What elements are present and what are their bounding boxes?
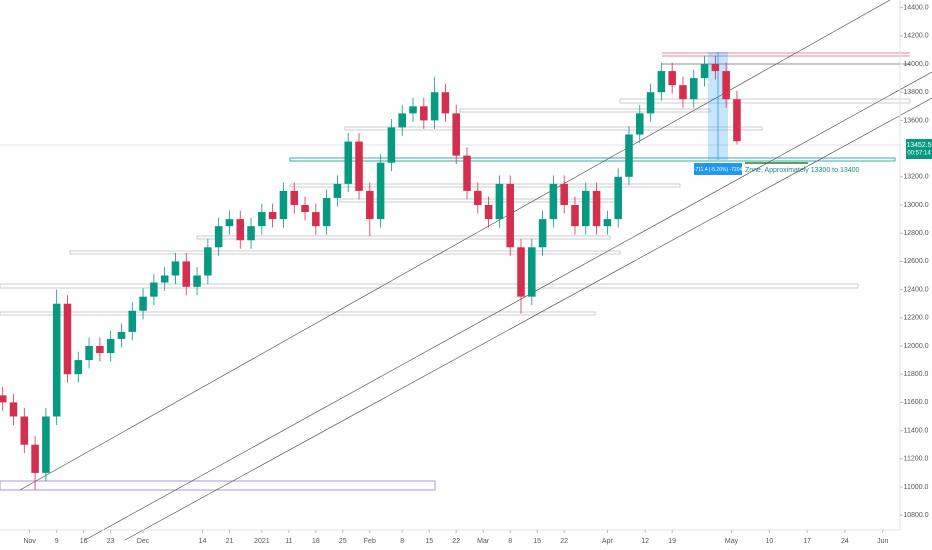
- y-tick-label: 14400.0: [903, 4, 928, 11]
- zone-line: [289, 157, 896, 162]
- y-tick-label: 13000.0: [903, 202, 928, 209]
- x-tick-label: 22: [452, 538, 460, 545]
- level: [0, 283, 859, 289]
- y-tick-label: 12800.0: [903, 230, 928, 237]
- x-tick-label: 9: [55, 538, 59, 545]
- x-tick-label: 10: [765, 538, 773, 545]
- x-tick-label: 8: [508, 538, 512, 545]
- channel-line: [124, 97, 932, 541]
- x-tick-label: Feb: [364, 538, 376, 545]
- last-price-label: 13452.5: [906, 142, 931, 149]
- x-tick-label: Nov: [23, 538, 36, 545]
- level: [344, 126, 763, 131]
- x-tick-label: May: [725, 538, 739, 545]
- x-tick-label: 23: [107, 538, 115, 545]
- y-tick-label: 13600.0: [903, 117, 928, 124]
- annotation: Zone, Approximately 13300 to 13400: [745, 167, 860, 174]
- y-tick-label: 14000.0: [903, 61, 928, 68]
- level: [196, 235, 611, 240]
- x-tick-label: 15: [425, 538, 433, 545]
- last-price-box: [906, 139, 932, 159]
- x-tick-label: Apr: [602, 538, 614, 545]
- y-tick-label: 11600.0: [904, 399, 929, 406]
- x-tick-label: 12: [641, 538, 649, 545]
- x-tick-label: 11: [285, 538, 292, 545]
- y-tick-label: 12400.0: [903, 286, 928, 293]
- y-tick-label: 12600.0: [903, 258, 928, 265]
- x-tick-label: 16: [80, 538, 88, 545]
- x-tick-label: Dec: [137, 538, 150, 545]
- y-tick-label: 11800.0: [904, 371, 929, 378]
- y-tick-label: 13800.0: [903, 89, 928, 96]
- x-tick-label: 22: [560, 538, 568, 545]
- y-tick-label: 11000.0: [904, 484, 929, 491]
- x-tick-label: Jun: [877, 538, 888, 545]
- level: [69, 250, 621, 255]
- x-tick-label: 14: [199, 538, 207, 545]
- x-tick-label: 19: [668, 538, 676, 545]
- level: [289, 183, 681, 188]
- channel-line: [84, 71, 932, 541]
- y-tick-label: 14200.0: [903, 33, 928, 40]
- level: [619, 98, 911, 104]
- measure-label: -711.4 (-5.20%) -7204: [694, 167, 743, 173]
- x-tick-label: 21: [226, 538, 234, 545]
- y-tick-label: 13200.0: [903, 174, 928, 181]
- x-tick-label: Mar: [477, 538, 490, 545]
- x-tick-label: 15: [533, 538, 541, 545]
- y-tick-label: 12200.0: [903, 315, 928, 322]
- countdown: 00:57:14: [907, 151, 931, 157]
- candle-body: [0, 395, 7, 403]
- x-tick-label: 24: [841, 538, 849, 545]
- y-tick-label: 11400.0: [904, 427, 929, 434]
- y-tick-label: 11200.0: [904, 456, 929, 463]
- y-tick-label: 12000.0: [903, 343, 928, 350]
- x-tick-label: 25: [339, 538, 347, 545]
- x-tick-label: 17: [803, 538, 811, 545]
- level: [459, 108, 711, 113]
- level: [0, 311, 596, 316]
- x-tick-label: 8: [400, 538, 404, 545]
- channel-line: [19, 0, 891, 491]
- y-tick-label: 10800.0: [903, 512, 928, 519]
- zone-box: [0, 480, 436, 491]
- measure-label-box: [694, 163, 742, 175]
- x-tick-label: 18: [312, 538, 320, 545]
- x-tick-label: 2021: [254, 538, 270, 545]
